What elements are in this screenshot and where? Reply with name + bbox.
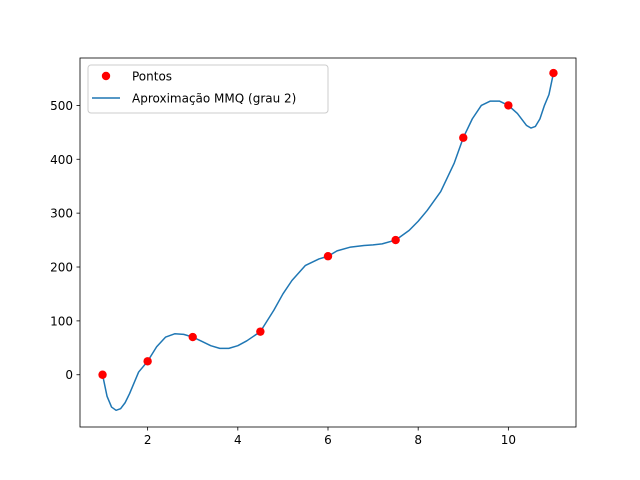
y-tick-label: 400 [50, 153, 73, 167]
y-tick-label: 200 [50, 261, 73, 275]
data-point [256, 327, 265, 336]
data-point [98, 370, 107, 379]
y-tick-label: 100 [50, 314, 73, 328]
data-point [504, 101, 513, 110]
data-point [549, 68, 558, 78]
legend-marker-pontos [101, 71, 111, 81]
data-point [459, 133, 468, 142]
x-tick-label: 8 [414, 433, 422, 447]
data-point [143, 357, 152, 366]
x-tick-label: 10 [501, 433, 516, 447]
data-point [188, 332, 197, 342]
y-tick-label: 300 [50, 207, 73, 221]
fit-line [101, 72, 555, 412]
legend-box [87, 64, 329, 114]
legend-label-pontos: Pontos [132, 70, 172, 84]
x-tick-label: 6 [324, 433, 332, 447]
plot-area [98, 68, 558, 412]
x-tick-label: 4 [234, 433, 242, 447]
data-point [323, 252, 333, 261]
legend: Pontos Aproximação MMQ (grau 2) [87, 64, 329, 114]
x-tick-label: 2 [144, 433, 152, 447]
y-tick-label: 500 [50, 99, 73, 113]
legend-label-fit: Aproximação MMQ (grau 2) [132, 92, 296, 106]
data-point [391, 235, 400, 245]
y-tick-label: 0 [65, 368, 73, 382]
